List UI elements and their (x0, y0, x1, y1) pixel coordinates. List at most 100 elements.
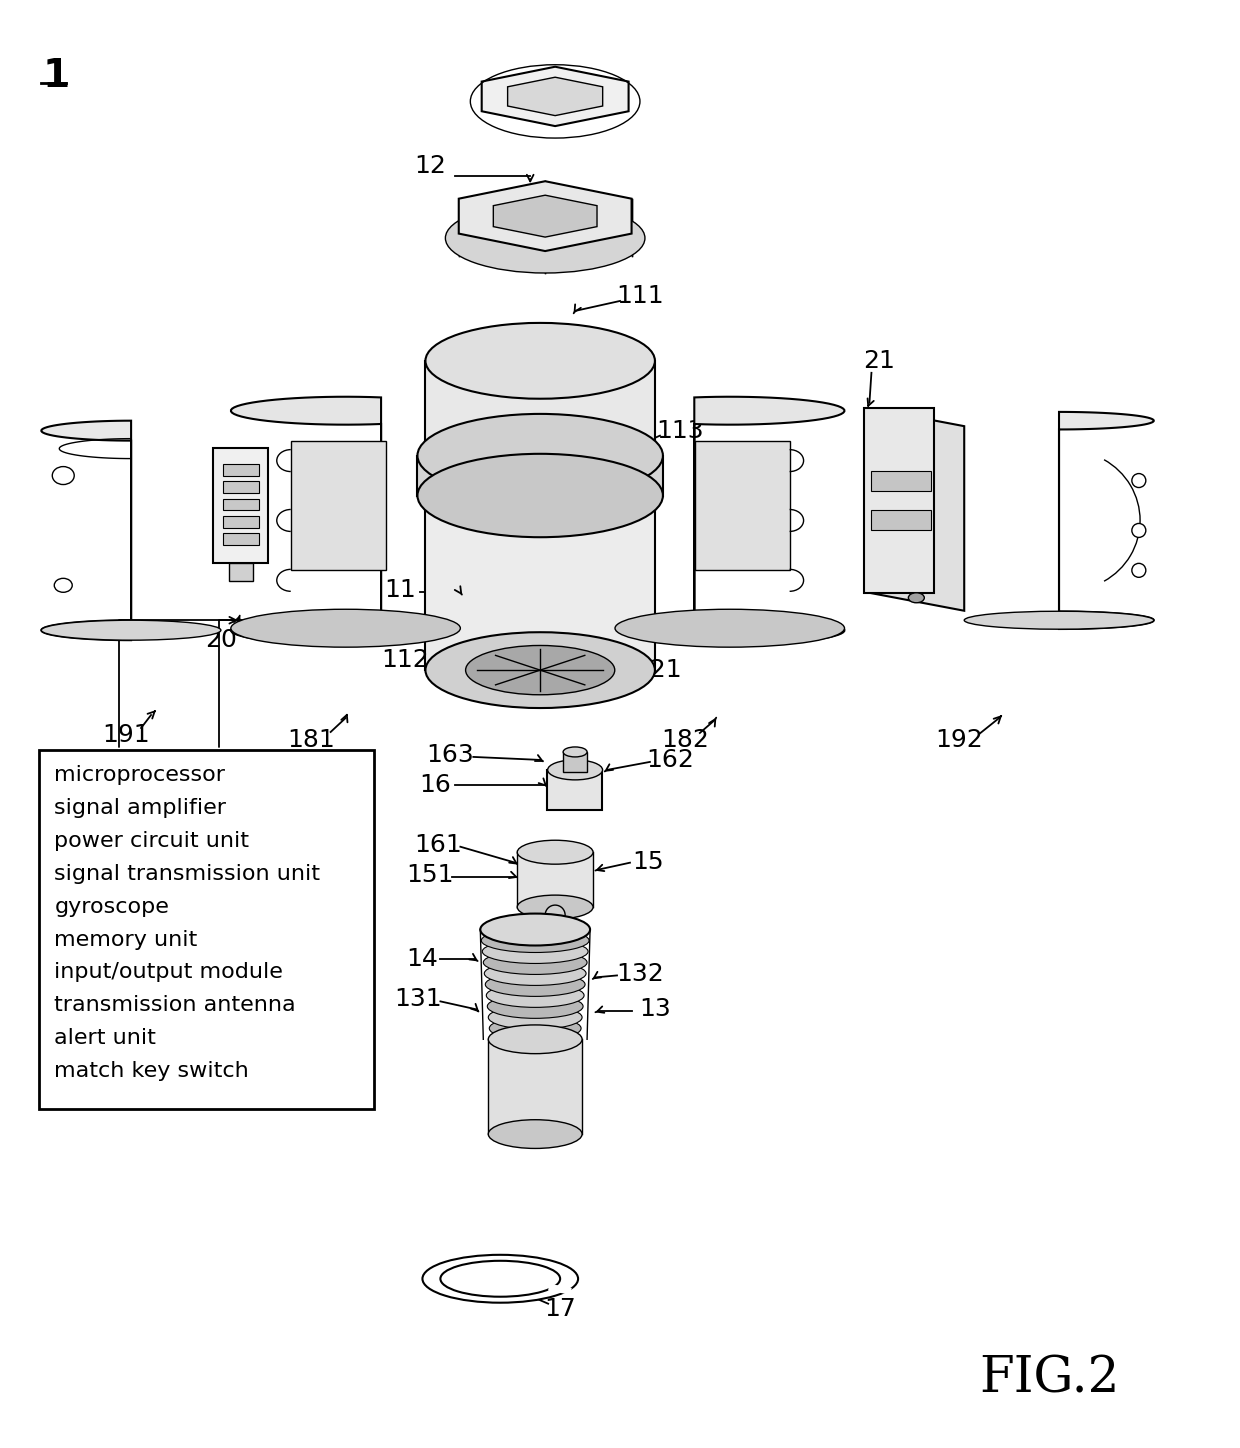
Text: microprocessor: microprocessor (55, 765, 226, 785)
Ellipse shape (548, 760, 603, 780)
Polygon shape (507, 77, 603, 116)
Bar (223, 463, 259, 475)
Text: gyroscope: gyroscope (55, 896, 169, 917)
Text: 112: 112 (382, 649, 429, 672)
Bar (872, 471, 931, 491)
Circle shape (1132, 563, 1146, 578)
Text: FIG.2: FIG.2 (978, 1354, 1120, 1403)
Ellipse shape (490, 1016, 582, 1040)
Text: 1: 1 (42, 58, 69, 96)
Bar (563, 752, 587, 772)
Text: 181: 181 (286, 728, 335, 752)
Circle shape (1132, 523, 1146, 537)
Ellipse shape (965, 611, 1153, 630)
Bar (223, 498, 259, 511)
Ellipse shape (425, 633, 655, 708)
Ellipse shape (486, 983, 584, 1008)
Polygon shape (869, 408, 965, 611)
Text: 13: 13 (639, 998, 671, 1021)
Polygon shape (41, 421, 131, 640)
Polygon shape (1059, 411, 1153, 628)
Ellipse shape (481, 928, 589, 953)
Ellipse shape (615, 610, 844, 647)
Bar (223, 481, 259, 492)
Polygon shape (418, 456, 663, 495)
Ellipse shape (231, 610, 460, 647)
Text: memory unit: memory unit (55, 930, 197, 950)
FancyBboxPatch shape (40, 750, 373, 1109)
Polygon shape (425, 361, 655, 670)
Text: signal transmission unit: signal transmission unit (55, 863, 320, 883)
Text: 16: 16 (419, 773, 451, 796)
Ellipse shape (517, 895, 593, 919)
Ellipse shape (487, 995, 583, 1018)
Text: 21: 21 (863, 349, 895, 372)
Text: 182: 182 (661, 728, 709, 752)
Text: 192: 192 (935, 728, 983, 752)
Bar (223, 533, 259, 546)
Text: 163: 163 (427, 743, 474, 767)
Polygon shape (231, 397, 381, 644)
Ellipse shape (489, 1005, 582, 1030)
Ellipse shape (485, 961, 587, 986)
Bar (290, 440, 386, 571)
Text: 113: 113 (656, 418, 703, 443)
Text: 132: 132 (616, 963, 663, 986)
Bar (547, 770, 603, 809)
Text: power circuit unit: power circuit unit (55, 831, 249, 851)
Polygon shape (425, 371, 655, 456)
Text: alert unit: alert unit (55, 1028, 156, 1048)
Ellipse shape (465, 646, 615, 695)
Ellipse shape (52, 466, 74, 485)
Bar (223, 515, 259, 529)
Ellipse shape (482, 940, 588, 963)
Text: 20: 20 (205, 628, 237, 652)
Text: 191: 191 (102, 723, 150, 747)
Text: signal amplifier: signal amplifier (55, 798, 226, 818)
Ellipse shape (423, 1255, 578, 1303)
Bar (694, 440, 790, 571)
Text: 162: 162 (646, 749, 694, 772)
Ellipse shape (563, 747, 587, 757)
Ellipse shape (41, 620, 221, 640)
Text: match key switch: match key switch (55, 1061, 249, 1082)
Polygon shape (459, 181, 631, 251)
Bar (864, 408, 934, 592)
Text: 14: 14 (407, 947, 439, 972)
Ellipse shape (55, 578, 72, 592)
Ellipse shape (485, 973, 585, 996)
Bar (229, 563, 253, 581)
Ellipse shape (484, 950, 587, 975)
Text: 12: 12 (414, 155, 446, 178)
Ellipse shape (909, 592, 924, 602)
Polygon shape (481, 67, 629, 126)
Ellipse shape (480, 914, 590, 946)
Text: 15: 15 (632, 850, 663, 873)
Bar (213, 447, 268, 563)
Polygon shape (489, 1040, 582, 1134)
Text: 111: 111 (616, 284, 663, 308)
Text: transmission antenna: transmission antenna (55, 995, 296, 1015)
Text: 161: 161 (414, 833, 463, 857)
Ellipse shape (418, 414, 663, 497)
Text: input/output module: input/output module (55, 963, 283, 982)
Ellipse shape (517, 840, 593, 864)
Polygon shape (517, 853, 593, 906)
Text: 11: 11 (384, 578, 417, 602)
Ellipse shape (440, 1261, 560, 1297)
Text: 17: 17 (544, 1297, 577, 1321)
Bar (872, 511, 931, 530)
Text: 151: 151 (407, 863, 454, 886)
Ellipse shape (489, 1119, 582, 1148)
Polygon shape (494, 195, 596, 237)
Text: 1121: 1121 (618, 659, 682, 682)
Circle shape (546, 905, 565, 925)
Ellipse shape (418, 453, 663, 537)
Polygon shape (694, 397, 844, 644)
Ellipse shape (489, 1025, 582, 1054)
Text: 131: 131 (394, 988, 443, 1011)
Ellipse shape (480, 918, 590, 941)
Ellipse shape (445, 203, 645, 274)
Circle shape (1132, 473, 1146, 488)
Ellipse shape (425, 323, 655, 398)
